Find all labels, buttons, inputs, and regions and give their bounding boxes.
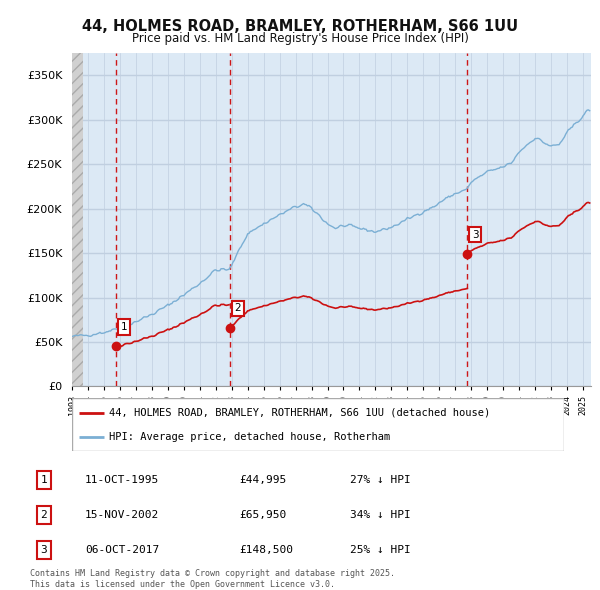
Text: 44, HOLMES ROAD, BRAMLEY, ROTHERHAM, S66 1UU: 44, HOLMES ROAD, BRAMLEY, ROTHERHAM, S66… xyxy=(82,19,518,34)
Text: £148,500: £148,500 xyxy=(240,545,294,555)
Text: Price paid vs. HM Land Registry's House Price Index (HPI): Price paid vs. HM Land Registry's House … xyxy=(131,32,469,45)
Text: £44,995: £44,995 xyxy=(240,475,287,485)
Text: 27% ↓ HPI: 27% ↓ HPI xyxy=(350,475,411,485)
Text: HPI: Average price, detached house, Rotherham: HPI: Average price, detached house, Roth… xyxy=(109,432,390,442)
Text: 34% ↓ HPI: 34% ↓ HPI xyxy=(350,510,411,520)
Text: 1: 1 xyxy=(40,475,47,485)
Text: 2: 2 xyxy=(40,510,47,520)
Text: 3: 3 xyxy=(472,230,479,240)
Text: 11-OCT-1995: 11-OCT-1995 xyxy=(85,475,160,485)
Text: 44, HOLMES ROAD, BRAMLEY, ROTHERHAM, S66 1UU (detached house): 44, HOLMES ROAD, BRAMLEY, ROTHERHAM, S66… xyxy=(109,408,490,418)
Text: 3: 3 xyxy=(40,545,47,555)
Text: 2: 2 xyxy=(235,303,241,313)
Text: 15-NOV-2002: 15-NOV-2002 xyxy=(85,510,160,520)
Text: 25% ↓ HPI: 25% ↓ HPI xyxy=(350,545,411,555)
FancyBboxPatch shape xyxy=(72,398,564,451)
Text: 1: 1 xyxy=(121,322,128,332)
Text: 06-OCT-2017: 06-OCT-2017 xyxy=(85,545,160,555)
Text: Contains HM Land Registry data © Crown copyright and database right 2025.
This d: Contains HM Land Registry data © Crown c… xyxy=(30,569,395,589)
Bar xyxy=(72,53,83,386)
Text: £65,950: £65,950 xyxy=(240,510,287,520)
